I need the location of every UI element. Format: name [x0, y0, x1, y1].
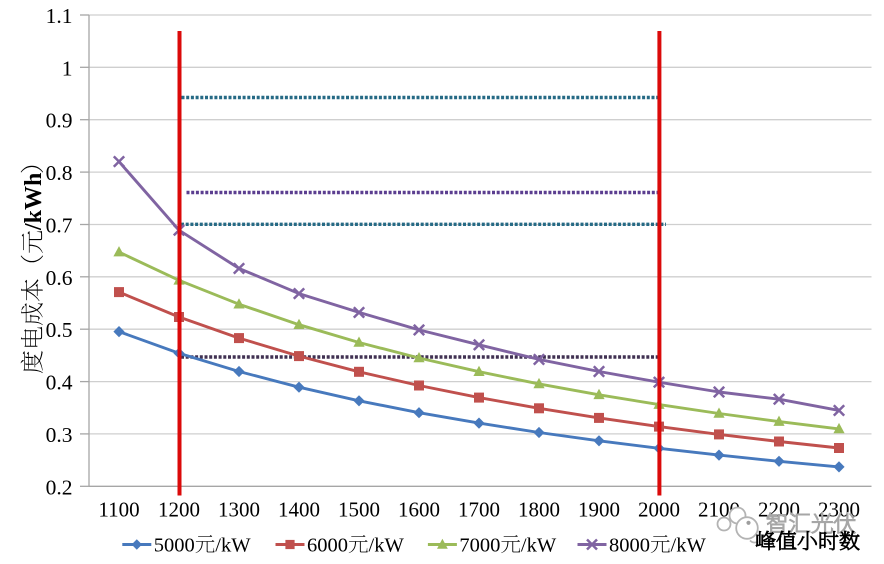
svg-text:1.1: 1.1 [46, 4, 73, 28]
svg-text:1700: 1700 [458, 498, 500, 522]
svg-text:/kW: /kW [671, 535, 707, 557]
svg-text:/kWh: /kWh [21, 173, 47, 231]
svg-text:8000: 8000 [609, 535, 650, 557]
svg-text:1200: 1200 [158, 498, 200, 522]
svg-text:0.9: 0.9 [46, 109, 73, 133]
svg-text:1800: 1800 [518, 498, 560, 522]
svg-text:1100: 1100 [98, 498, 139, 522]
svg-text:/kW: /kW [369, 535, 405, 557]
svg-text:7000: 7000 [459, 535, 500, 557]
svg-text:0.5: 0.5 [46, 318, 73, 342]
svg-text:6000: 6000 [307, 535, 348, 557]
svg-text:5000: 5000 [154, 535, 195, 557]
svg-text:1900: 1900 [578, 498, 620, 522]
svg-text:0.8: 0.8 [46, 161, 73, 185]
svg-text:0.3: 0.3 [46, 423, 73, 447]
svg-text:1500: 1500 [338, 498, 380, 522]
svg-text:/kW: /kW [215, 535, 251, 557]
svg-text:1: 1 [62, 56, 73, 80]
svg-text:0.7: 0.7 [46, 214, 73, 238]
svg-text:0.6: 0.6 [46, 266, 73, 290]
svg-text:2000: 2000 [638, 498, 680, 522]
svg-text:/kW: /kW [521, 535, 557, 557]
svg-text:1400: 1400 [278, 498, 320, 522]
svg-text:1600: 1600 [398, 498, 440, 522]
svg-text:1300: 1300 [218, 498, 260, 522]
svg-text:0.2: 0.2 [46, 475, 73, 499]
svg-text:0.4: 0.4 [46, 371, 73, 395]
